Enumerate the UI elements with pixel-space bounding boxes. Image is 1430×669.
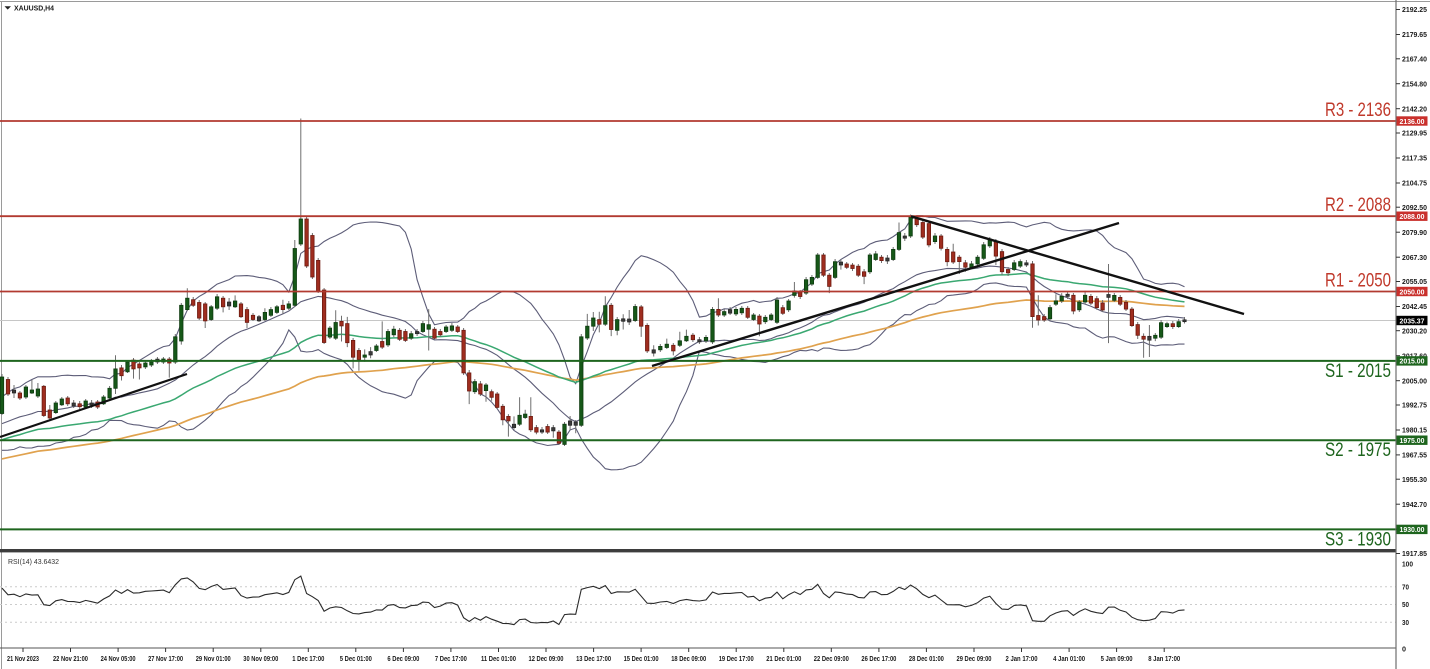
svg-text:8 Jan 17:00: 8 Jan 17:00: [1148, 654, 1180, 663]
svg-text:2067.30: 2067.30: [1402, 253, 1427, 262]
svg-text:2104.75: 2104.75: [1402, 179, 1427, 188]
svg-text:2179.65: 2179.65: [1402, 30, 1427, 39]
svg-text:2005.00: 2005.00: [1402, 376, 1427, 385]
svg-text:27 Nov 17:00: 27 Nov 17:00: [148, 654, 183, 663]
svg-text:R1 - 2050: R1 - 2050: [1325, 271, 1391, 292]
svg-text:24 Nov 05:00: 24 Nov 05:00: [101, 654, 136, 663]
svg-text:2042.45: 2042.45: [1402, 302, 1427, 311]
svg-text:30 Nov 09:00: 30 Nov 09:00: [243, 654, 278, 663]
svg-text:2192.25: 2192.25: [1402, 5, 1427, 14]
svg-text:5 Dec 01:00: 5 Dec 01:00: [340, 654, 372, 663]
svg-text:2017.60: 2017.60: [1402, 351, 1427, 360]
svg-text:100: 100: [1402, 560, 1413, 569]
svg-text:RSI(14) 43.6432: RSI(14) 43.6432: [8, 557, 59, 566]
svg-text:1992.75: 1992.75: [1402, 401, 1427, 410]
svg-text:13 Dec 17:00: 13 Dec 17:00: [576, 654, 611, 663]
svg-text:29 Dec 09:00: 29 Dec 09:00: [957, 654, 992, 663]
svg-text:18 Dec 09:00: 18 Dec 09:00: [671, 654, 706, 663]
svg-text:XAUUSD,H4: XAUUSD,H4: [14, 4, 55, 13]
svg-text:21 Dec 01:00: 21 Dec 01:00: [766, 654, 801, 663]
svg-text:7 Dec 17:00: 7 Dec 17:00: [435, 654, 467, 663]
svg-text:28 Dec 01:00: 28 Dec 01:00: [909, 654, 944, 663]
svg-text:R3 - 2136: R3 - 2136: [1325, 100, 1391, 121]
svg-text:2088.00: 2088.00: [1400, 212, 1425, 221]
svg-text:1930.00: 1930.00: [1400, 525, 1425, 534]
svg-text:R2 - 2088: R2 - 2088: [1325, 195, 1391, 216]
svg-text:2035.37: 2035.37: [1400, 316, 1425, 325]
svg-text:1955.30: 1955.30: [1402, 475, 1427, 484]
svg-text:2142.20: 2142.20: [1402, 104, 1427, 113]
svg-text:2117.35: 2117.35: [1402, 154, 1427, 163]
svg-text:2136.00: 2136.00: [1400, 117, 1425, 126]
svg-text:2079.90: 2079.90: [1402, 228, 1427, 237]
svg-text:1980.15: 1980.15: [1402, 426, 1427, 435]
svg-text:2055.05: 2055.05: [1402, 277, 1427, 286]
svg-text:1942.70: 1942.70: [1402, 500, 1427, 509]
svg-text:2030.20: 2030.20: [1402, 326, 1427, 335]
svg-text:11 Dec 01:00: 11 Dec 01:00: [481, 654, 516, 663]
svg-text:30: 30: [1402, 618, 1409, 627]
svg-text:26 Dec 17:00: 26 Dec 17:00: [861, 654, 896, 663]
svg-text:22 Nov 21:00: 22 Nov 21:00: [53, 654, 88, 663]
svg-text:1975.00: 1975.00: [1400, 436, 1425, 445]
svg-text:2092.50: 2092.50: [1402, 203, 1427, 212]
svg-text:1917.85: 1917.85: [1402, 549, 1427, 558]
svg-text:2 Jan 17:00: 2 Jan 17:00: [1006, 654, 1038, 663]
svg-text:2050.00: 2050.00: [1400, 287, 1425, 296]
svg-text:22 Dec 09:00: 22 Dec 09:00: [814, 654, 849, 663]
svg-text:S3 - 1930: S3 - 1930: [1325, 529, 1391, 550]
svg-text:2015.00: 2015.00: [1400, 357, 1425, 366]
svg-text:50: 50: [1402, 600, 1409, 609]
svg-text:15 Dec 01:00: 15 Dec 01:00: [624, 654, 659, 663]
svg-text:21 Nov 2023: 21 Nov 2023: [7, 654, 39, 663]
svg-text:5 Jan 09:00: 5 Jan 09:00: [1101, 654, 1133, 663]
svg-text:6 Dec 09:00: 6 Dec 09:00: [387, 654, 419, 663]
svg-text:19 Dec 17:00: 19 Dec 17:00: [719, 654, 754, 663]
svg-text:1967.55: 1967.55: [1402, 451, 1427, 460]
svg-text:29 Nov 01:00: 29 Nov 01:00: [196, 654, 231, 663]
svg-text:2167.40: 2167.40: [1402, 54, 1427, 63]
svg-text:4 Jan 01:00: 4 Jan 01:00: [1053, 654, 1085, 663]
svg-text:12 Dec 09:00: 12 Dec 09:00: [529, 654, 564, 663]
svg-text:70: 70: [1402, 582, 1409, 591]
svg-text:S1 - 2015: S1 - 2015: [1325, 361, 1391, 382]
svg-text:2129.95: 2129.95: [1402, 129, 1427, 138]
svg-text:0: 0: [1402, 645, 1406, 654]
svg-text:S2 - 1975: S2 - 1975: [1325, 440, 1391, 461]
svg-text:2154.80: 2154.80: [1402, 79, 1427, 88]
svg-text:1 Dec 17:00: 1 Dec 17:00: [292, 654, 324, 663]
